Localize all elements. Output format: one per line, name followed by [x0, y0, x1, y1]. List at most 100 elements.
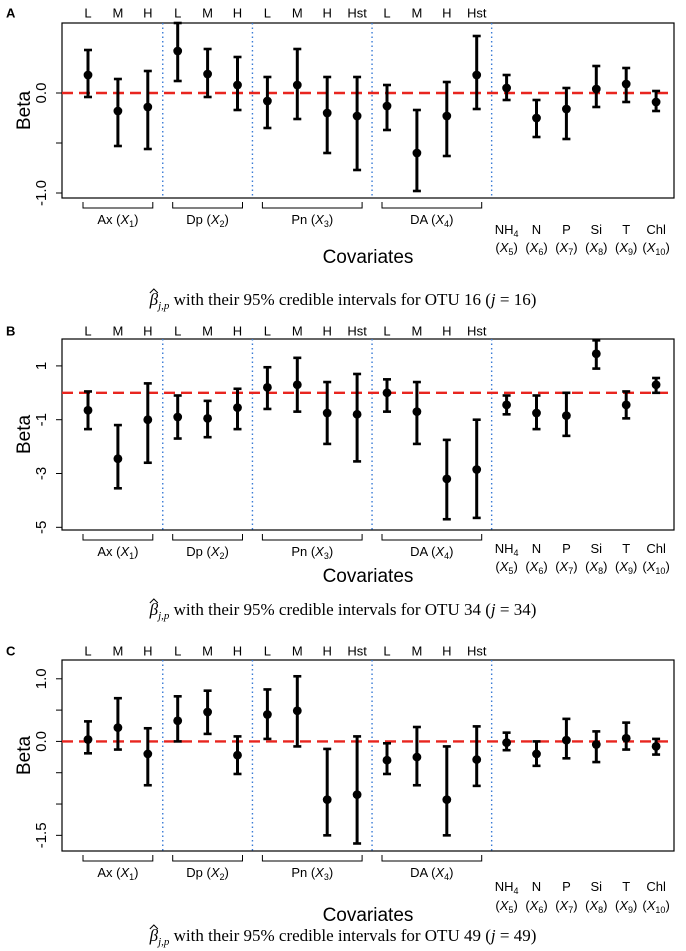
covariate-symbol: (X10) — [642, 559, 669, 576]
category-label: H — [442, 5, 451, 20]
category-label: Hst — [347, 643, 367, 658]
panel-caption: βj,p with their 95% credible intervals f… — [149, 926, 537, 948]
errorbar — [143, 382, 153, 465]
estimate-point — [113, 454, 123, 464]
plot-frame — [61, 659, 675, 852]
estimate-point — [412, 752, 422, 762]
group-bracket — [82, 202, 154, 209]
errorbar — [263, 688, 272, 741]
category-label: M — [292, 323, 303, 338]
group-label: DA (X4) — [410, 544, 453, 561]
estimate-point — [651, 380, 661, 390]
covariate-label: NH4 — [495, 222, 519, 239]
estimate-point — [562, 735, 571, 745]
x-axis-label: Covariates — [323, 905, 414, 926]
plot-frame — [61, 338, 675, 531]
panel-A: A 0.0 -1.0 Beta L M H L M H L M H Hst L M H Hst Ax (X1) Dp … — [6, 5, 675, 312]
errorbar — [502, 731, 511, 752]
category-label: L — [84, 643, 91, 658]
category-label: L — [383, 323, 390, 338]
estimate-point — [352, 790, 362, 800]
category-label: H — [143, 643, 152, 658]
panel-B: B 1 -1 -3 -5 Beta L M H L M H L M H Hst L M H Hst Ax (X1) Dp … — [6, 323, 675, 622]
errorbar — [233, 55, 242, 112]
errorbar — [143, 726, 153, 787]
errorbar — [472, 34, 482, 111]
covariate-symbol: (X7) — [555, 898, 577, 915]
category-label: L — [84, 5, 91, 20]
category-label: M — [202, 323, 213, 338]
errorbar — [502, 73, 511, 102]
errorbar — [562, 86, 571, 141]
group-bracket — [381, 534, 483, 541]
estimate-point — [412, 407, 422, 417]
category-label: M — [411, 5, 422, 20]
covariate-label: N — [532, 879, 541, 894]
estimate-point — [382, 388, 392, 398]
errorbar — [442, 80, 452, 158]
estimate-point — [532, 749, 541, 759]
errorbar — [292, 674, 302, 748]
errorbar — [113, 77, 123, 148]
group-bracket — [172, 855, 243, 862]
errorbar — [113, 696, 123, 751]
category-label: H — [323, 5, 332, 20]
covariate-label: P — [562, 541, 571, 556]
covariate-label: T — [622, 222, 630, 237]
category-label: H — [233, 323, 242, 338]
errorbar — [173, 695, 183, 743]
estimate-point — [83, 405, 93, 415]
estimate-point — [143, 415, 153, 425]
x-axis-label: Covariates — [323, 247, 414, 268]
category-label: M — [292, 643, 303, 658]
category-label: Hst — [467, 643, 487, 658]
errorbar — [83, 720, 93, 755]
errorbar — [322, 75, 332, 155]
category-label: L — [174, 323, 181, 338]
category-label: Hst — [467, 323, 487, 338]
covariate-label: N — [532, 222, 541, 237]
category-label: H — [233, 643, 242, 658]
group-label: Dp (X2) — [186, 865, 229, 882]
errorbar — [412, 380, 422, 446]
covariate-symbol: (X5) — [495, 898, 517, 915]
covariate-label: Chl — [646, 541, 666, 556]
group-bracket — [261, 855, 363, 862]
errorbar — [322, 747, 332, 837]
estimate-point — [621, 400, 631, 410]
category-label: M — [112, 5, 123, 20]
estimate-point — [502, 83, 511, 93]
covariate-label: Chl — [646, 879, 666, 894]
errorbar — [412, 108, 422, 193]
group-label: Dp (X2) — [186, 544, 229, 561]
errorbar — [651, 376, 661, 395]
errorbar — [352, 735, 362, 845]
category-label: L — [174, 643, 181, 658]
estimate-point — [442, 111, 452, 121]
panel-caption: βj,p with their 95% credible intervals f… — [149, 290, 537, 312]
y-tick-label: 0.0 — [33, 83, 50, 104]
category-label: H — [143, 323, 152, 338]
y-axis-label: Beta — [14, 91, 35, 131]
covariate-symbol: (X6) — [525, 898, 547, 915]
covariate-label: Chl — [646, 222, 666, 237]
estimate-point — [292, 706, 302, 716]
beta-hat — [149, 924, 159, 930]
group-bracket — [82, 534, 154, 541]
errorbar — [591, 64, 601, 109]
y-tick-label: -1 — [33, 413, 50, 426]
errorbar — [83, 390, 93, 431]
covariate-label: T — [622, 541, 630, 556]
category-label: M — [202, 5, 213, 20]
covariate-symbol: (X8) — [585, 240, 607, 257]
covariate-symbol: (X6) — [525, 240, 547, 257]
covariate-symbol: (X5) — [495, 559, 517, 576]
errorbar — [591, 339, 601, 370]
estimate-point — [322, 108, 332, 118]
errorbar — [263, 75, 272, 130]
category-label: M — [112, 323, 123, 338]
category-label: M — [202, 643, 213, 658]
estimate-point — [591, 349, 601, 359]
group-label: Pn (X3) — [291, 865, 333, 882]
